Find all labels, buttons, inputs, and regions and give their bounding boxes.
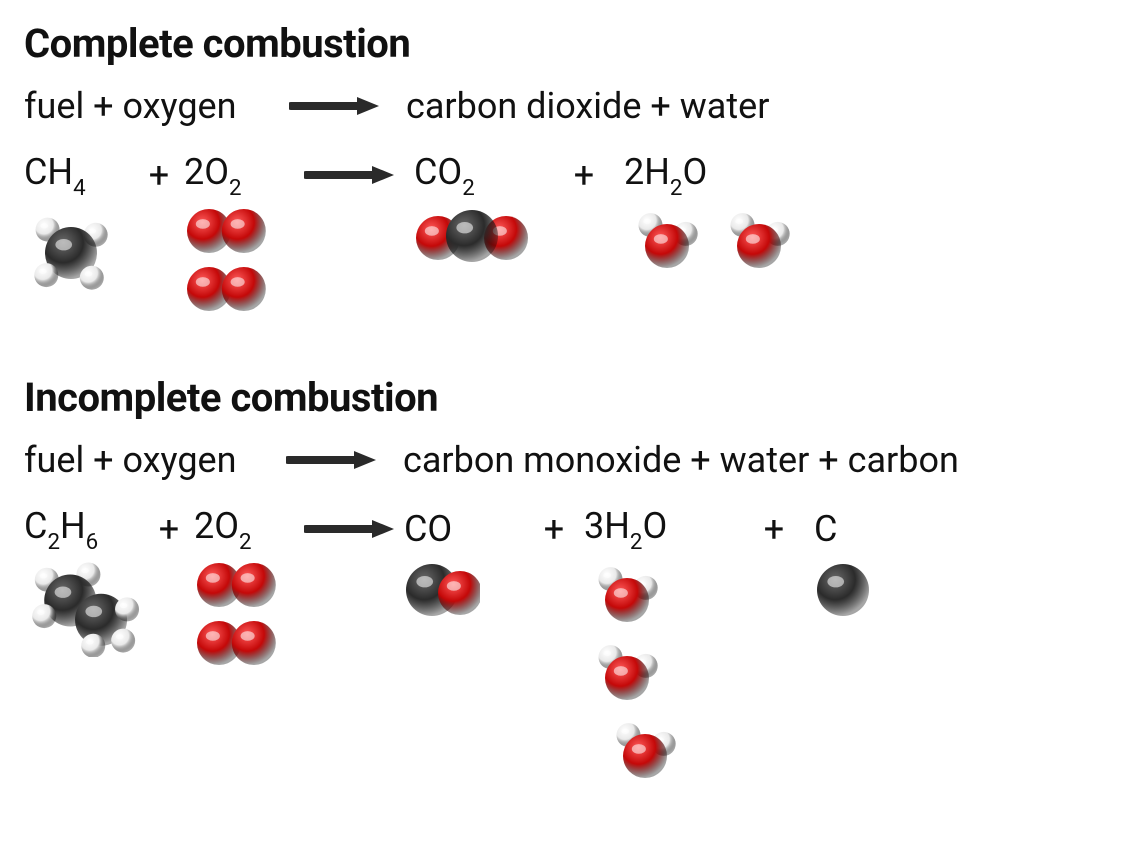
formula-term: 2H2O [624, 151, 707, 198]
molecule-cell-co2 [414, 206, 544, 266]
plus-sign: + [134, 154, 184, 196]
formula-term: 3H2O [584, 505, 667, 552]
molecule-cell-o2 [184, 206, 284, 314]
word-equation: fuel + oxygen carbon dioxide + water [24, 85, 1115, 127]
plus-sign: + [144, 508, 194, 550]
molecule-co2 [414, 207, 530, 265]
molecule-cell-co [404, 560, 524, 620]
formula-term: CO2 [414, 151, 475, 198]
formula-term: 2O2 [194, 505, 252, 552]
section-incomplete: Incomplete combustion fuel + oxygen carbon… [24, 374, 1115, 780]
arrow-icon [286, 448, 376, 472]
formula-arrow [294, 517, 404, 541]
word-lhs: fuel + oxygen [24, 85, 284, 127]
plus-sign: + [544, 154, 624, 196]
word-lhs: fuel + oxygen [24, 439, 282, 481]
molecule-co [404, 561, 480, 619]
section-title: Complete combustion [24, 20, 1115, 67]
molecule-h2o [584, 560, 662, 624]
section-complete: Complete combustion fuel + oxygen carbon d… [24, 20, 1115, 326]
section-title: Incomplete combustion [24, 374, 1115, 421]
molecule-cell-c [814, 560, 894, 620]
formula-term: 2O2 [184, 151, 242, 198]
molecule-cell-o2 [194, 560, 294, 668]
molecule-cell-c2h6 [24, 560, 144, 656]
molecule-h2o [584, 638, 662, 702]
formula-equation: CH4 +2O2 CO2 +2H2O [24, 151, 1115, 198]
formula-arrow [284, 163, 414, 187]
arrow-icon [304, 163, 394, 187]
molecule-h2o [624, 206, 702, 270]
molecule-row [24, 206, 1115, 326]
word-rhs: carbon dioxide + water [384, 85, 1084, 127]
molecule-c2h6 [24, 560, 144, 656]
molecule-h2o [602, 716, 680, 780]
word-arrow [282, 448, 381, 472]
formula-term: CO [404, 508, 452, 550]
formula-term: CH4 [24, 151, 86, 198]
molecule-c [814, 561, 872, 619]
plus-sign: + [734, 508, 814, 550]
formula-equation: C2H6+2O2CO+3H2O+C [24, 505, 1115, 552]
word-rhs: carbon monoxide + water + carbon [381, 439, 1115, 481]
arrow-icon [289, 94, 379, 118]
molecule-row [24, 560, 1115, 780]
word-equation: fuel + oxygen carbon monoxide + water + c… [24, 439, 1115, 481]
plus-sign: + [524, 508, 584, 550]
molecule-cell-h2o [624, 206, 794, 270]
molecule-o2 [194, 618, 279, 668]
molecule-o2 [184, 206, 269, 256]
molecule-o2 [194, 560, 279, 610]
arrow-icon [304, 517, 394, 541]
molecule-h2o [716, 206, 794, 270]
molecule-ch4 [24, 206, 118, 300]
word-arrow [284, 94, 384, 118]
molecule-cell-h2o [584, 560, 734, 780]
formula-term: C [814, 508, 837, 550]
molecule-cell-ch4 [24, 206, 134, 300]
formula-term: C2H6 [24, 505, 98, 552]
molecule-o2 [184, 264, 269, 314]
